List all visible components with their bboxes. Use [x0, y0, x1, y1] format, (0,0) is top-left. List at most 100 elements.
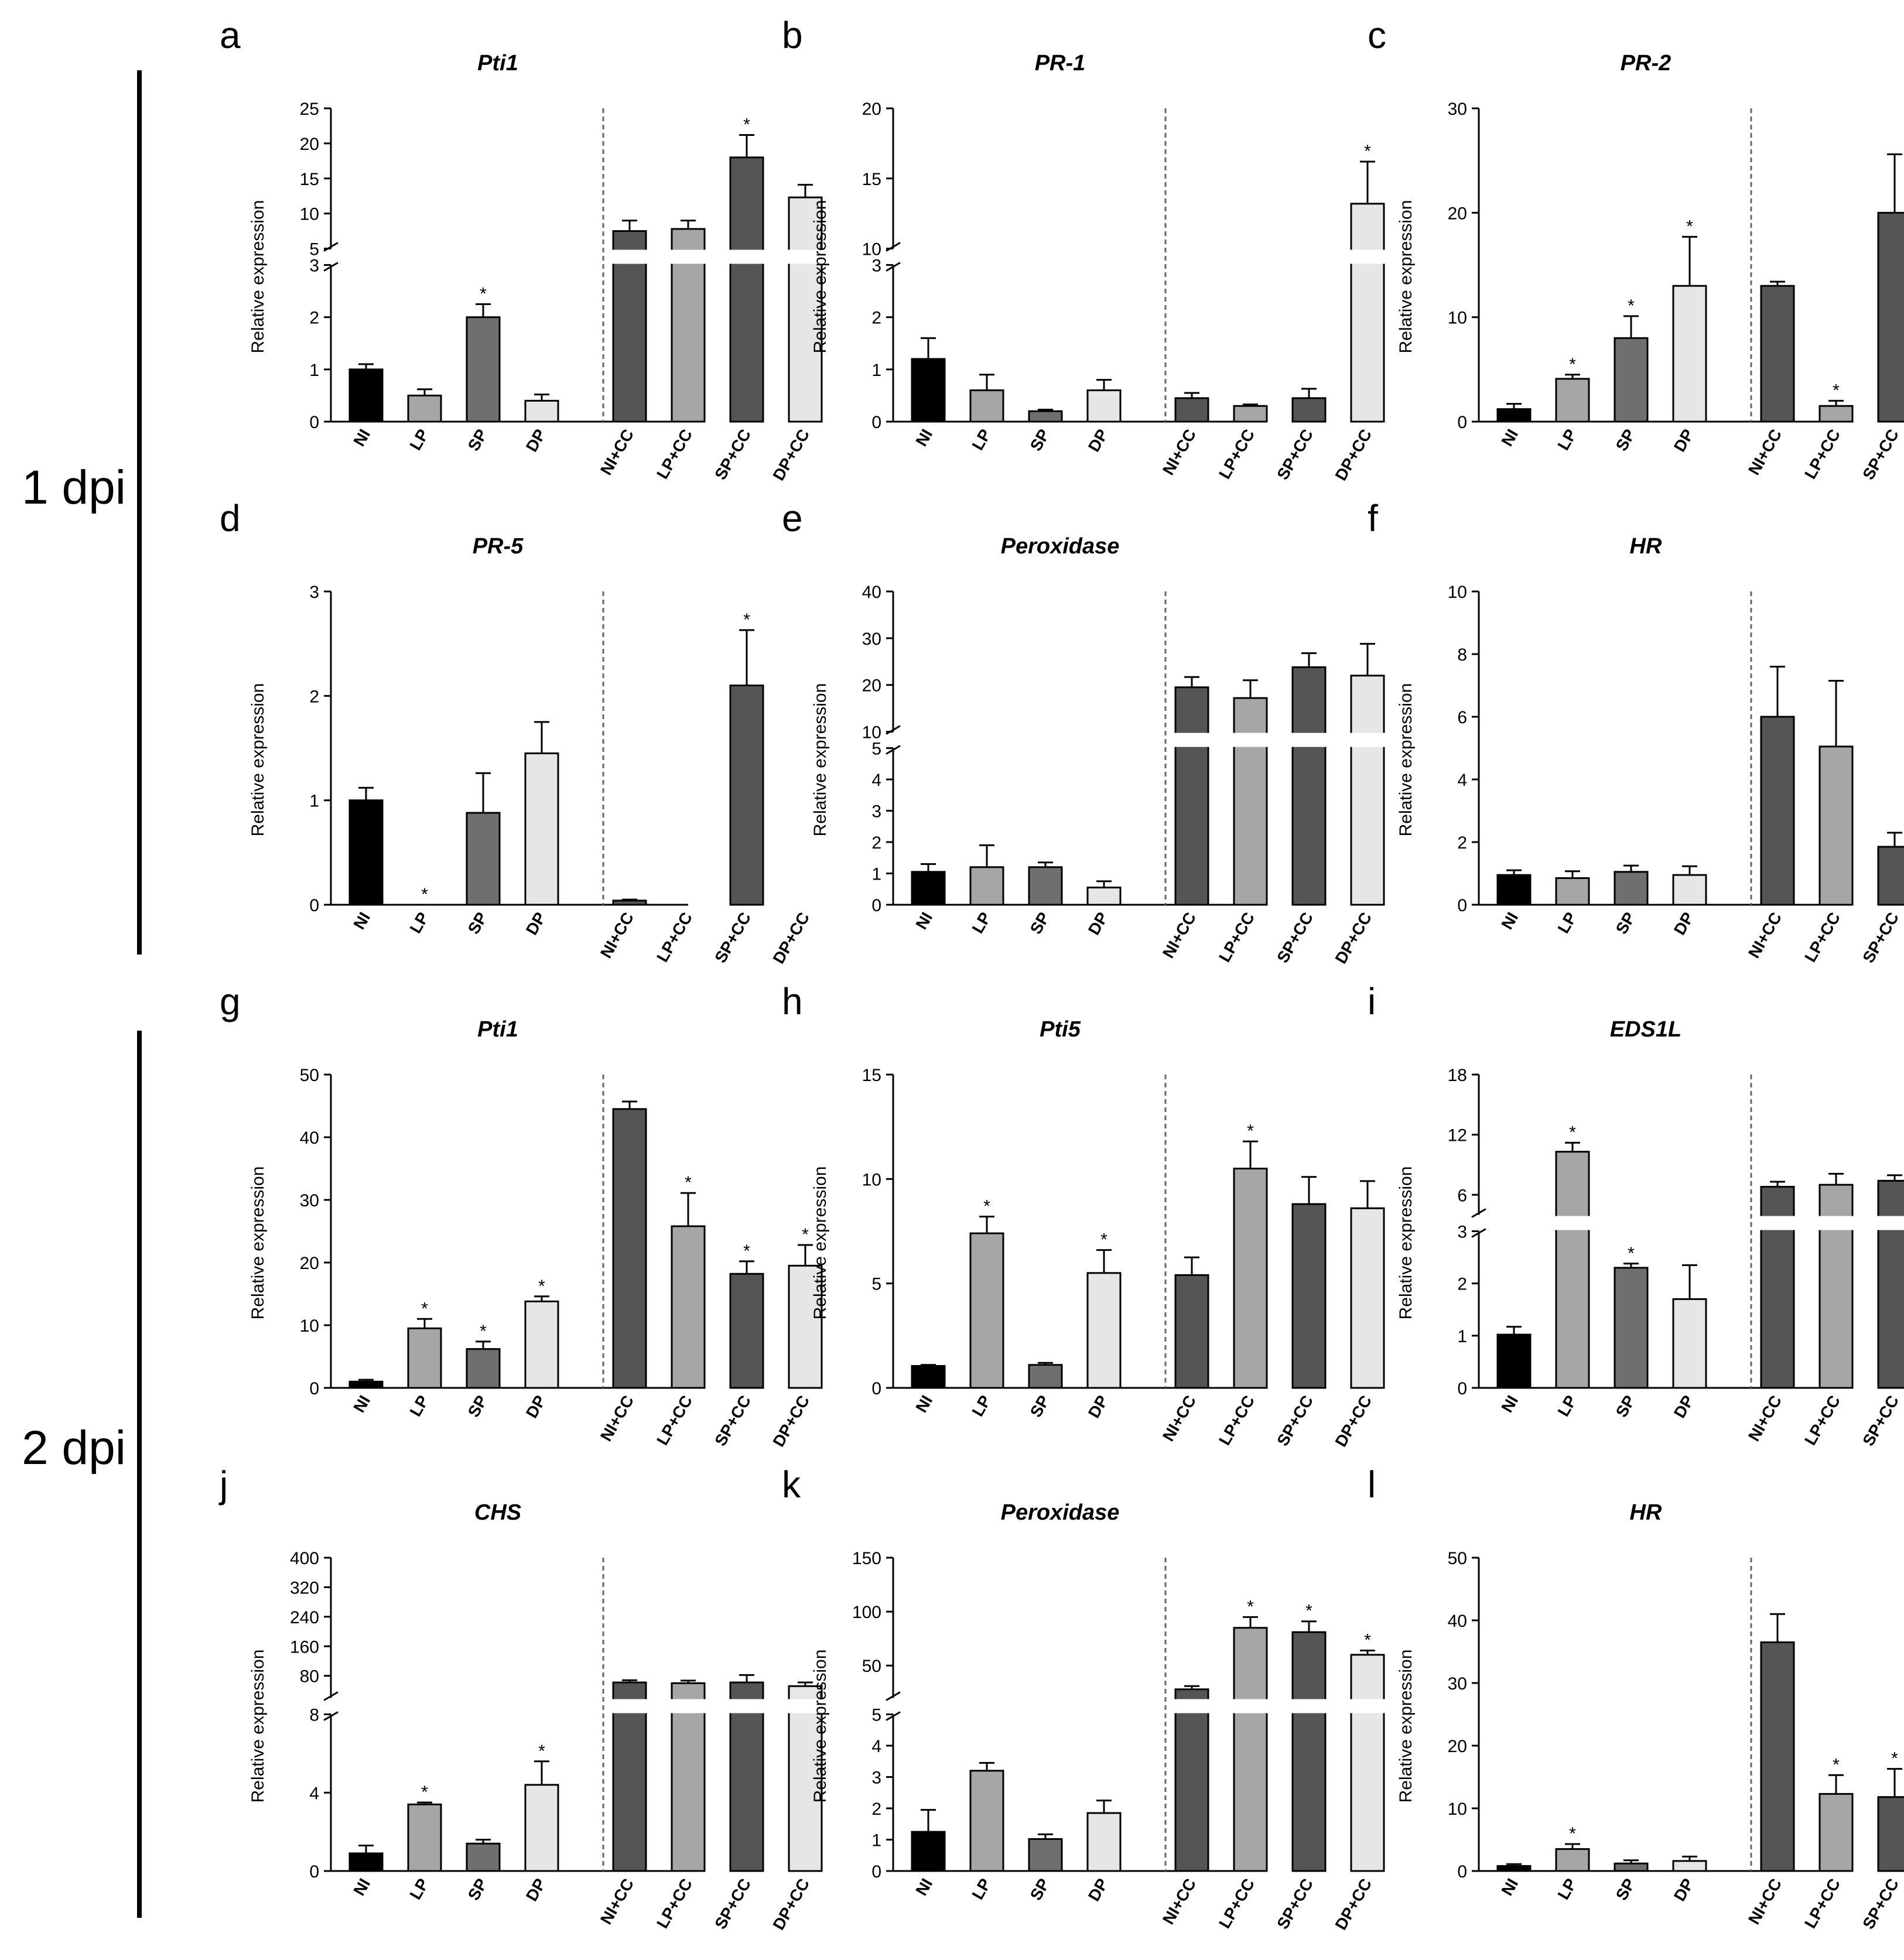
x-tick-label: NI+CC [1745, 909, 1785, 962]
x-tick-label: NI+CC [1159, 426, 1199, 478]
x-tick-label: DP+CC [1331, 426, 1375, 484]
x-tick-label: NI+CC [597, 1393, 637, 1445]
y-axis-label: Relative expression [248, 683, 268, 837]
bar-sp-cc [1291, 1203, 1327, 1389]
bar-sp [1028, 866, 1063, 906]
y-tick-label: 2 [1457, 833, 1467, 853]
significance-star: * [983, 1197, 990, 1216]
y-tick-label: 18 [1448, 1066, 1467, 1085]
significance-star: * [1364, 142, 1371, 161]
x-tick-label: LP+CC [1215, 426, 1258, 483]
x-tick-label: NI [1498, 1393, 1522, 1416]
bar-ni [348, 1380, 384, 1389]
x-tick-label: DP+CC [1331, 909, 1375, 967]
significance-star: * [743, 610, 750, 630]
bar-lp-cc [1818, 1183, 1854, 1389]
y-tick-label: 10 [1448, 583, 1467, 602]
bar-dp-cc [1350, 203, 1385, 423]
x-tick-label: LP [1554, 426, 1580, 453]
x-tick-label: LP+CC [1215, 909, 1258, 966]
row-label-1dpi: 1 dpi [22, 461, 126, 514]
chart-title: PR-2 [1621, 51, 1671, 76]
y-tick-label: 2 [309, 687, 319, 706]
x-tick-label: LP [968, 426, 994, 453]
x-tick-label: DP [1085, 1876, 1112, 1904]
y-tick-label: 12 [1448, 1126, 1467, 1145]
axis-break-mark [886, 242, 901, 252]
y-tick-label: 20 [862, 676, 881, 696]
bar-break-gap [1232, 1699, 1269, 1713]
bar-dp [1086, 887, 1122, 906]
y-tick-label: 5 [871, 1275, 881, 1294]
x-tick-label: SP+CC [1859, 909, 1902, 966]
y-tick-label: 20 [300, 135, 319, 154]
x-tick-label: NI+CC [597, 426, 637, 478]
chart-title: HR [1630, 1500, 1662, 1525]
bar-sp-cc [1877, 211, 1904, 423]
x-tick-label: LP+CC [653, 426, 696, 483]
y-axis-label: Relative expression [811, 683, 830, 837]
y-tick-label: 30 [300, 1191, 319, 1210]
y-tick-label: 1 [871, 1831, 881, 1850]
bar-sp-cc [729, 685, 764, 906]
y-tick-label: 160 [290, 1637, 319, 1657]
bar-dp [1672, 285, 1707, 423]
x-tick-label: SP [464, 1393, 491, 1421]
significance-star: * [1569, 355, 1576, 374]
y-tick-label: 5 [871, 1706, 881, 1725]
y-tick-label: 1 [871, 865, 881, 884]
axis-break-mark [323, 242, 339, 252]
bar-ni-cc [612, 899, 647, 906]
y-tick-label: 0 [309, 1862, 319, 1882]
x-tick-label: DP+CC [769, 1876, 813, 1933]
panel-letter: k [782, 1463, 801, 1506]
x-tick-label: LP [1554, 1876, 1580, 1903]
bar-lp [969, 1770, 1004, 1872]
bar-ni-cc [1174, 397, 1209, 423]
x-tick-label: NI+CC [1745, 426, 1785, 478]
bar-dp [1672, 1860, 1707, 1872]
bar-break-gap [1291, 733, 1327, 747]
y-tick-label: 3 [871, 802, 881, 822]
bar-lp [407, 1327, 442, 1389]
y-tick-label: 8 [309, 1706, 319, 1725]
panel-letter: b [782, 14, 803, 56]
y-tick-label: 10 [1448, 1800, 1467, 1819]
y-tick-label: 25 [300, 100, 319, 119]
x-tick-label: NI+CC [1159, 1876, 1199, 1928]
y-axis-label: Relative expression [811, 200, 830, 354]
y-tick-label: 20 [862, 100, 881, 119]
y-tick-label: 1 [309, 361, 319, 380]
bar-dp [1672, 1298, 1707, 1389]
bar-ni [911, 1365, 946, 1389]
bar-lp-cc [1233, 697, 1268, 906]
bar-sp-cc [729, 1681, 764, 1872]
chart-title: EDS1L [1610, 1017, 1681, 1042]
bar-break-gap [670, 1699, 706, 1713]
y-axis-label: Relative expression [1396, 200, 1416, 354]
x-tick-label: DP [1670, 1876, 1697, 1904]
panel-letter: h [782, 980, 803, 1022]
y-tick-label: 5 [309, 240, 319, 259]
x-tick-label: LP+CC [1215, 1876, 1258, 1932]
x-tick-label: SP+CC [711, 426, 754, 483]
y-tick-label: 2 [871, 833, 881, 853]
y-tick-label: 10 [862, 240, 881, 259]
y-tick-label: 10 [862, 1170, 881, 1189]
bar-sp [1028, 1838, 1063, 1872]
bar-ni-cc [1174, 1274, 1209, 1389]
y-tick-label: 320 [290, 1578, 319, 1598]
x-tick-label: LP [968, 1393, 994, 1419]
axis-break-mark [886, 262, 901, 272]
x-tick-label: DP+CC [1331, 1393, 1375, 1450]
axis-break-mark [886, 1711, 901, 1721]
bar-sp-cc [1291, 397, 1327, 423]
bar-dp-cc [1350, 675, 1385, 906]
x-tick-label: SP [1612, 426, 1639, 454]
x-tick-label: LP+CC [1215, 1393, 1258, 1449]
y-tick-label: 6 [1457, 1186, 1467, 1205]
panel-c: c PR-2 0 10 20 30 Relative expression NI * LP * SP *… [1368, 14, 1904, 483]
significance-star: * [743, 1241, 750, 1261]
bar-sp [1614, 337, 1649, 423]
